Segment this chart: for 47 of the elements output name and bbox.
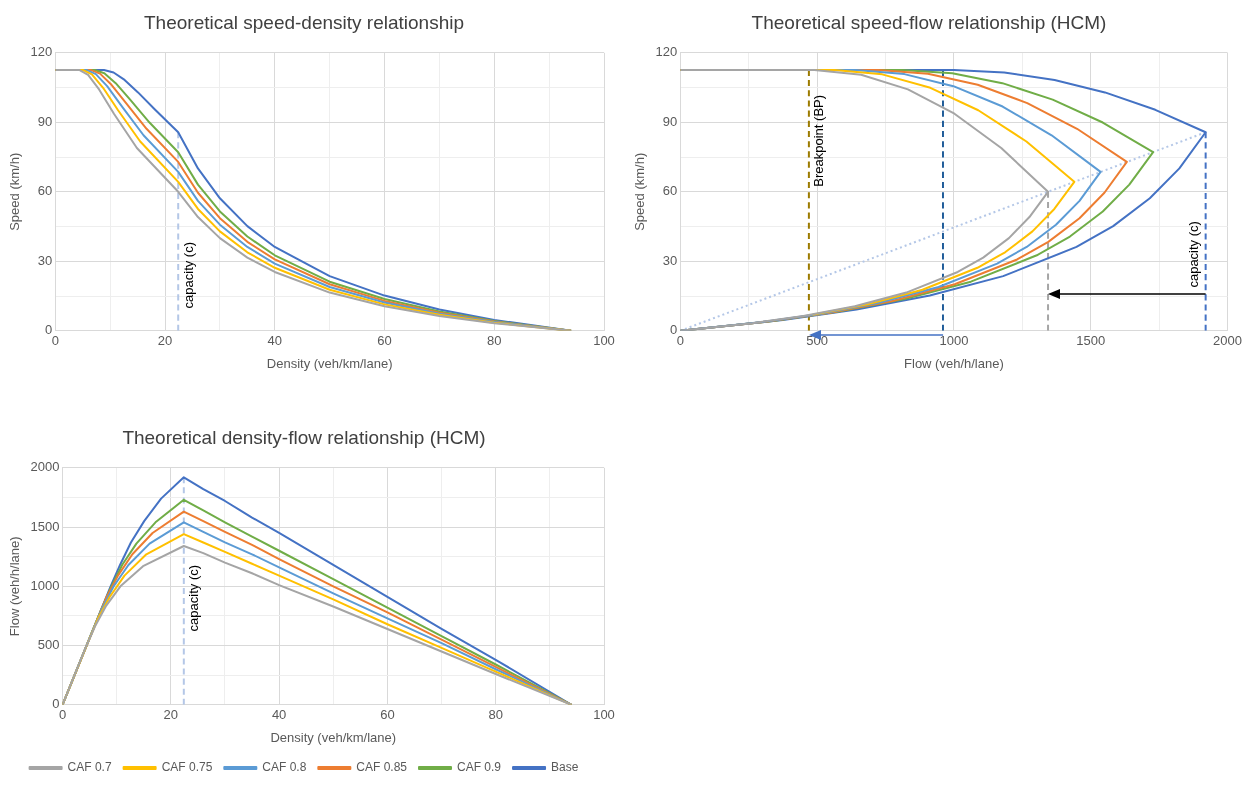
y-axis-title: Speed (km/h) (7, 152, 23, 231)
x-tick-label: 40 (267, 333, 283, 349)
annotation: capacity (c) (186, 564, 202, 632)
y-tick-label: 90 (37, 113, 53, 129)
x-axis-title: Flow (veh/h/lane) (904, 355, 1004, 371)
legend-label: CAF 0.8 (262, 760, 307, 775)
y-tick-label: 1500 (30, 518, 60, 534)
y-tick-label: 120 (30, 44, 53, 60)
x-tick-label: 1000 (939, 333, 969, 349)
chart-title: Theoretical speed-flow relationship (HCM) (751, 11, 1107, 33)
y-tick-label: 0 (45, 322, 53, 338)
y-tick-label: 500 (37, 637, 60, 653)
annotation: Breakpoint (BP) (811, 94, 827, 187)
x-tick-label: 60 (377, 333, 392, 349)
x-tick-label: 1500 (1076, 333, 1106, 349)
y-axis-title: Speed (km/h) (632, 152, 648, 231)
y-tick-label: 30 (662, 252, 678, 268)
x-axis-title: Density (veh/km/lane) (270, 729, 397, 745)
x-tick-label: 2000 (1213, 333, 1242, 349)
x-tick-label: 100 (593, 333, 615, 349)
x-axis-title: Density (veh/km/lane) (266, 355, 393, 371)
annotation: capacity (c) (1186, 221, 1202, 288)
y-tick-label: 0 (52, 696, 60, 712)
x-tick-label: 20 (157, 333, 173, 349)
legend-label: CAF 0.7 (67, 760, 112, 775)
x-tick-label: 80 (487, 333, 502, 349)
x-tick-label: 20 (163, 707, 179, 723)
y-axis-title: Flow (veh/h/lane) (7, 536, 23, 637)
y-tick-label: 1000 (30, 577, 60, 593)
legend-label: CAF 0.9 (457, 760, 502, 775)
y-tick-label: 120 (655, 44, 678, 60)
x-tick-label: 100 (593, 707, 615, 723)
legend-label: CAF 0.85 (356, 760, 408, 775)
y-tick-label: 90 (662, 113, 678, 129)
chart-title: Theoretical speed-density relationship (143, 11, 465, 33)
chart-title: Theoretical density-flow relationship (HCM) (122, 426, 486, 448)
y-tick-label: 60 (37, 183, 53, 199)
y-tick-label: 2000 (30, 459, 60, 475)
x-tick-label: 80 (488, 707, 503, 723)
x-tick-label: 40 (271, 707, 287, 723)
annotation: capacity (c) (180, 241, 196, 309)
x-tick-label: 60 (380, 707, 395, 723)
legend-label: Base (551, 760, 579, 775)
y-tick-label: 0 (670, 322, 678, 338)
y-tick-label: 30 (37, 252, 53, 268)
y-tick-label: 60 (662, 183, 678, 199)
legend-label: CAF 0.75 (161, 760, 213, 775)
